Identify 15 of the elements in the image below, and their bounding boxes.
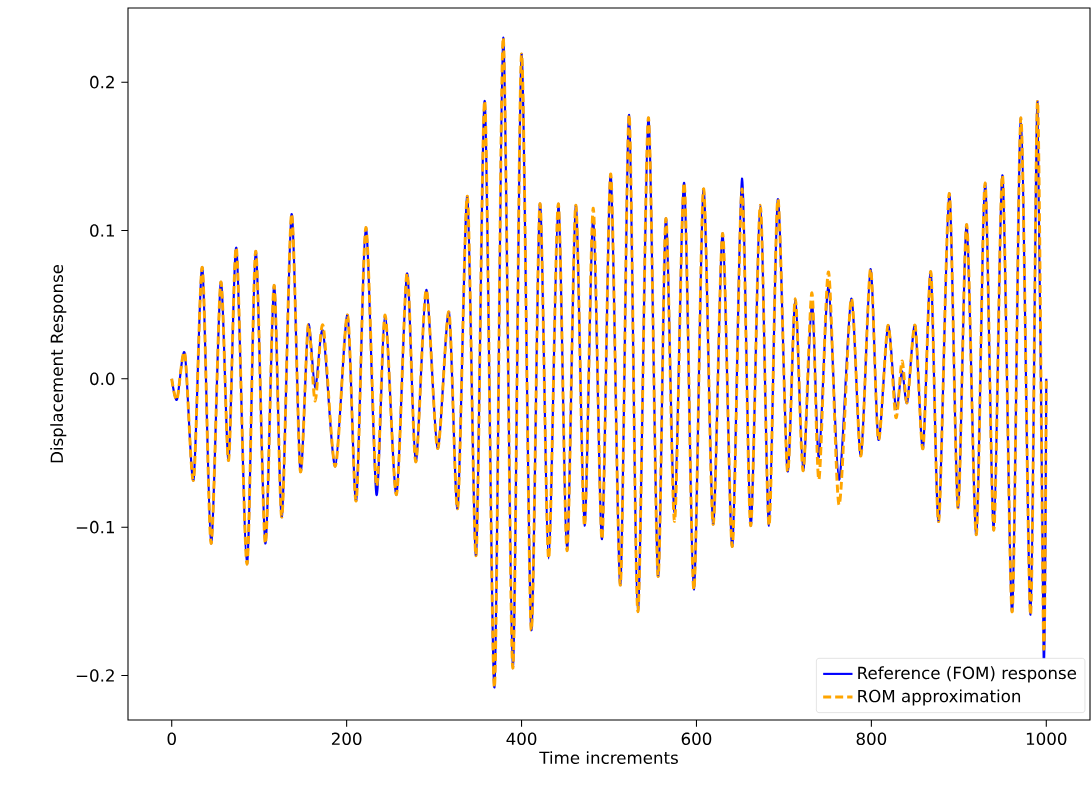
legend-label: ROM approximation bbox=[858, 689, 1021, 706]
x-tick-label: 400 bbox=[506, 732, 537, 746]
x-tick-label: 0 bbox=[167, 732, 176, 746]
y-tick-label: 0.1 bbox=[90, 224, 114, 237]
y-tick-label: 0.0 bbox=[90, 372, 115, 386]
x-axis-title: Time increments bbox=[539, 751, 678, 765]
x-tick-label: 1000 bbox=[1026, 732, 1067, 746]
y-tick-label: −0.1 bbox=[76, 520, 114, 534]
x-tick-label: 200 bbox=[331, 732, 362, 746]
y-tick-label: 0.2 bbox=[90, 75, 114, 89]
x-tick-label: 600 bbox=[681, 732, 712, 746]
y-tick-label: −0.2 bbox=[76, 669, 114, 682]
x-tick-label: 800 bbox=[856, 732, 887, 746]
legend-label: Reference (FOM) response bbox=[858, 666, 1077, 683]
y-axis-title: Displacement Response bbox=[50, 264, 67, 463]
